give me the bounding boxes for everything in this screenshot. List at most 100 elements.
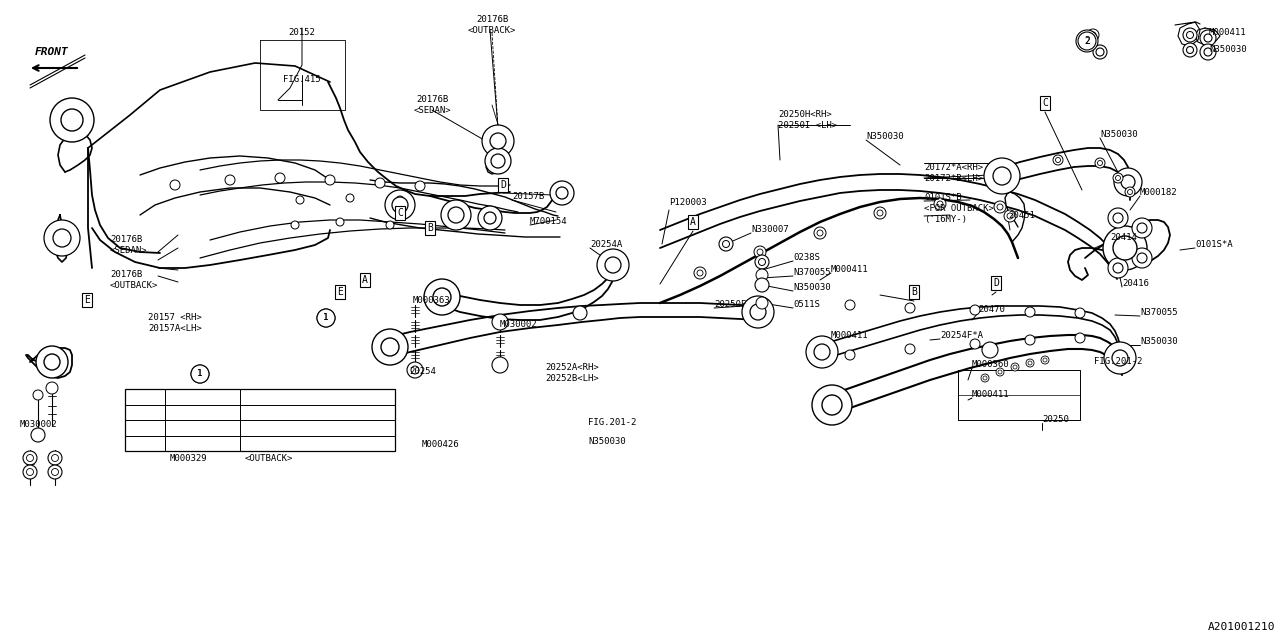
Circle shape <box>61 109 83 131</box>
Circle shape <box>317 309 335 327</box>
Text: M000363: M000363 <box>413 296 451 305</box>
Text: 20250F: 20250F <box>714 300 746 309</box>
Circle shape <box>44 354 60 370</box>
Circle shape <box>31 428 45 442</box>
Circle shape <box>411 366 419 374</box>
Text: 0101S*A: 0101S*A <box>1196 240 1233 249</box>
Text: 0511S: 0511S <box>794 300 820 309</box>
Text: A: A <box>362 275 367 285</box>
Circle shape <box>1078 32 1096 50</box>
Circle shape <box>492 314 508 330</box>
Circle shape <box>1114 213 1123 223</box>
Text: 1: 1 <box>324 314 329 323</box>
Circle shape <box>995 201 1006 213</box>
Text: 0101S*B
<FOR OUTBACK>
('16MY-): 0101S*B <FOR OUTBACK> ('16MY-) <box>924 193 993 224</box>
Circle shape <box>49 465 61 479</box>
Circle shape <box>845 350 855 360</box>
Circle shape <box>755 255 769 269</box>
Circle shape <box>756 269 768 281</box>
Circle shape <box>442 200 471 230</box>
Circle shape <box>1103 342 1137 374</box>
Circle shape <box>225 175 236 185</box>
Circle shape <box>806 336 838 368</box>
Circle shape <box>934 198 946 210</box>
Circle shape <box>134 426 155 445</box>
Text: A: A <box>690 217 696 227</box>
Circle shape <box>1108 258 1128 278</box>
Circle shape <box>1004 210 1016 222</box>
Circle shape <box>36 346 68 378</box>
Circle shape <box>1183 43 1197 57</box>
Circle shape <box>1187 47 1193 54</box>
Circle shape <box>596 249 628 281</box>
Text: <OUTBACK>: <OUTBACK> <box>244 454 293 463</box>
Text: 1: 1 <box>324 314 329 323</box>
Circle shape <box>375 178 385 188</box>
FancyBboxPatch shape <box>125 389 396 451</box>
Circle shape <box>433 288 451 306</box>
Circle shape <box>1201 44 1216 60</box>
Circle shape <box>1091 32 1096 38</box>
Circle shape <box>477 206 502 230</box>
Circle shape <box>1007 213 1012 219</box>
Circle shape <box>698 270 703 276</box>
Text: M000426: M000426 <box>422 440 460 449</box>
Text: FIG.201-2: FIG.201-2 <box>588 418 636 427</box>
Text: 20152: 20152 <box>288 28 315 37</box>
Circle shape <box>381 338 399 356</box>
Circle shape <box>44 220 79 256</box>
Circle shape <box>814 227 826 239</box>
Text: M000411: M000411 <box>972 390 1010 399</box>
Circle shape <box>754 246 765 258</box>
Circle shape <box>982 342 998 358</box>
Circle shape <box>1114 173 1123 183</box>
Text: 1: 1 <box>197 369 202 378</box>
Circle shape <box>874 207 886 219</box>
Circle shape <box>346 194 355 202</box>
Circle shape <box>1075 333 1085 343</box>
Circle shape <box>387 221 394 229</box>
Circle shape <box>750 304 765 320</box>
Text: 20252A<RH>
20252B<LH>: 20252A<RH> 20252B<LH> <box>545 363 599 383</box>
Circle shape <box>556 187 568 199</box>
Circle shape <box>822 395 842 415</box>
Circle shape <box>424 279 460 315</box>
Circle shape <box>191 365 209 383</box>
Circle shape <box>605 257 621 273</box>
Text: 0238S: 0238S <box>794 253 820 262</box>
Circle shape <box>1121 175 1135 189</box>
Circle shape <box>1103 226 1147 270</box>
Circle shape <box>1076 30 1098 52</box>
Text: <1501- >: <1501- > <box>244 423 288 432</box>
Circle shape <box>996 368 1004 376</box>
Circle shape <box>1053 155 1062 165</box>
Text: FIG.415: FIG.415 <box>283 75 321 84</box>
Circle shape <box>372 329 408 365</box>
Circle shape <box>970 339 980 349</box>
Text: M700154: M700154 <box>530 217 567 226</box>
Circle shape <box>1108 208 1128 228</box>
Circle shape <box>1187 31 1193 38</box>
Text: 20416: 20416 <box>1123 279 1149 288</box>
Circle shape <box>1125 187 1135 197</box>
Circle shape <box>1115 175 1120 180</box>
Circle shape <box>492 357 508 373</box>
Circle shape <box>46 382 58 394</box>
Circle shape <box>722 241 730 248</box>
Circle shape <box>23 465 37 479</box>
Circle shape <box>1041 356 1050 364</box>
Text: A201001210: A201001210 <box>1207 622 1275 632</box>
Circle shape <box>407 362 422 378</box>
Circle shape <box>1097 161 1102 166</box>
Circle shape <box>1114 236 1137 260</box>
Circle shape <box>970 305 980 315</box>
Circle shape <box>191 365 209 383</box>
Text: M030002: M030002 <box>500 320 538 329</box>
Text: M000244: M000244 <box>170 408 207 417</box>
Text: 20176B
<OUTBACK>: 20176B <OUTBACK> <box>467 15 516 35</box>
Text: E: E <box>337 287 343 297</box>
Text: 1: 1 <box>197 369 202 378</box>
Text: 2: 2 <box>1084 36 1089 45</box>
Circle shape <box>396 196 404 204</box>
Text: M000329: M000329 <box>170 454 207 463</box>
